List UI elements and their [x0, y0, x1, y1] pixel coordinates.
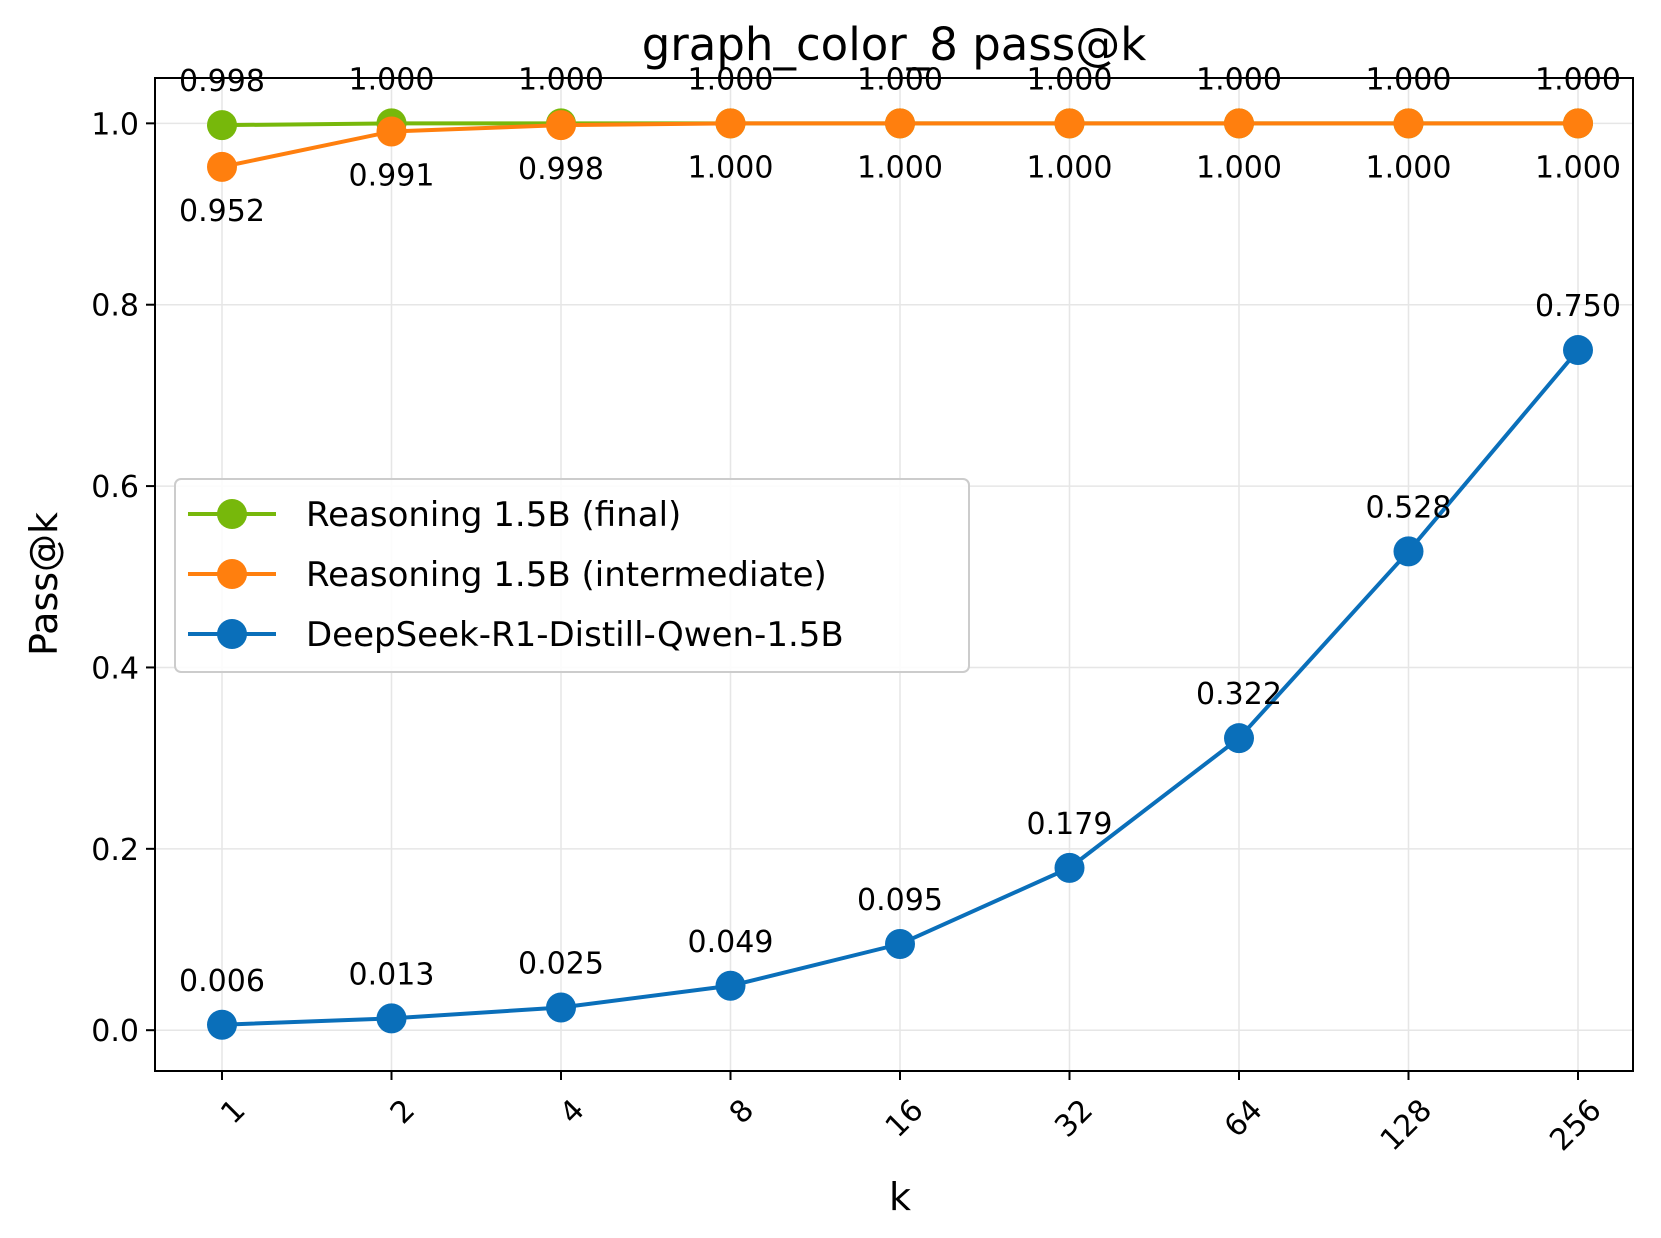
data-point [546, 992, 576, 1023]
data-label: 0.998 [179, 64, 265, 99]
data-label: 1.000 [1196, 62, 1282, 97]
data-label: 0.998 [518, 152, 604, 187]
data-label: 1.000 [857, 150, 943, 185]
chart-title: graph_color_8 pass@k [642, 18, 1147, 71]
x-tick-label: 128 [1374, 1093, 1439, 1158]
x-tick-label: 32 [1048, 1093, 1100, 1145]
data-label: 1.000 [1196, 150, 1282, 185]
data-label: 0.322 [1196, 677, 1282, 712]
data-point [546, 110, 576, 141]
data-point [1054, 852, 1085, 883]
data-label: 0.528 [1366, 490, 1452, 525]
legend-box [174, 478, 970, 673]
data-label: 1.000 [1027, 62, 1113, 97]
data-point [1393, 108, 1424, 139]
data-label: 1.000 [349, 62, 435, 97]
data-point [715, 108, 746, 139]
data-point [1054, 108, 1085, 139]
y-tick-label: 0.2 [91, 833, 139, 868]
data-point [1393, 536, 1424, 567]
data-point [1224, 108, 1254, 139]
x-tick-label: 4 [553, 1093, 591, 1131]
data-point [207, 151, 237, 182]
data-point [885, 108, 915, 139]
x-tick-label: 8 [723, 1093, 761, 1131]
data-label: 1.000 [1366, 150, 1452, 185]
data-label: 1.000 [1027, 150, 1113, 185]
y-tick-label: 0.4 [91, 651, 139, 686]
x-tick-label: 256 [1543, 1093, 1608, 1158]
x-tick-label: 64 [1218, 1093, 1270, 1145]
data-label: 1.000 [688, 62, 774, 97]
legend-label: DeepSeek-R1-Distill-Qwen-1.5B [306, 615, 844, 655]
x-tick-label: 16 [879, 1093, 931, 1145]
y-tick-label: 1.0 [91, 107, 139, 142]
data-point [376, 1003, 407, 1034]
x-tick-label: 2 [384, 1093, 422, 1131]
x-axis-title: k [889, 1175, 911, 1219]
legend-label: Reasoning 1.5B (intermediate) [306, 555, 827, 595]
data-label: 1.000 [857, 62, 943, 97]
data-point [207, 1009, 237, 1040]
y-tick-label: 0.0 [91, 1014, 139, 1049]
data-labels: 0.998 1.000 1.000 1.000 1.000 1.000 1.000 1.000… [179, 62, 1621, 998]
x-tick-label: 1 [214, 1093, 252, 1131]
data-label: 0.750 [1535, 289, 1621, 324]
data-point [376, 116, 407, 147]
data-point [885, 929, 915, 960]
plot-frame [154, 77, 1634, 1072]
legend-marker [217, 499, 247, 529]
data-label: 0.013 [349, 957, 435, 992]
data-label: 1.000 [688, 150, 774, 185]
data-label: 0.049 [688, 925, 774, 960]
data-point [207, 110, 237, 141]
data-point [1563, 108, 1593, 139]
data-label: 0.095 [857, 883, 943, 918]
data-label: 1.000 [1366, 62, 1452, 97]
y-tick-label: 0.6 [91, 470, 139, 505]
legend-marker [217, 619, 247, 649]
data-label: 0.006 [179, 964, 265, 999]
y-axis-title: Pass@k [22, 512, 66, 656]
data-label: 0.025 [518, 947, 604, 982]
data-point [715, 970, 746, 1001]
data-label: 1.000 [1535, 150, 1621, 185]
series-layer [207, 108, 1593, 1040]
data-point [1563, 335, 1593, 366]
data-label: 0.179 [1027, 807, 1113, 842]
legend: Reasoning 1.5B (final) Reasoning 1.5B (in… [174, 478, 970, 673]
data-label: 0.991 [349, 159, 435, 194]
data-point [1224, 723, 1254, 754]
data-label: 1.000 [518, 62, 604, 97]
legend-marker [217, 559, 247, 589]
data-label: 1.000 [1535, 62, 1621, 97]
legend-label: Reasoning 1.5B (final) [306, 495, 681, 535]
y-tick-label: 0.8 [91, 289, 139, 324]
data-label: 0.952 [179, 194, 265, 229]
